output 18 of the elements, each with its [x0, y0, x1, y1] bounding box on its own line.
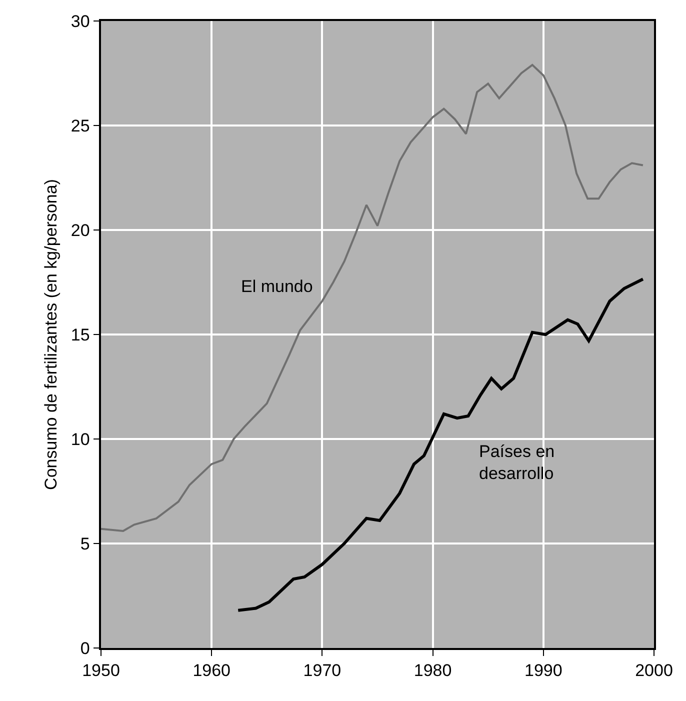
- line-series: [101, 64, 644, 532]
- y-tick-label: 30: [70, 12, 90, 31]
- x-tick-label: 1970: [303, 661, 342, 680]
- y-tick-label: 10: [70, 430, 90, 449]
- annotation: El mundo: [241, 277, 313, 296]
- y-axis-title: Consumo de fertilizantes (en kg/persona): [42, 179, 60, 490]
- y-tick-label: 25: [70, 116, 90, 136]
- line-series: [236, 278, 644, 612]
- x-tick-label: 1960: [192, 661, 231, 680]
- x-tick-label: 2000: [635, 661, 673, 680]
- y-tick-label: 20: [70, 220, 90, 240]
- x-tick-label: 1990: [524, 661, 562, 680]
- annotation: Países en desarrollo: [479, 442, 555, 484]
- x-tick-label: 1950: [82, 661, 120, 680]
- y-tick-label: 15: [70, 325, 90, 344]
- y-tick-label: 0: [80, 638, 90, 658]
- x-tick-label: 1980: [414, 661, 452, 680]
- y-tick-label: 5: [80, 534, 90, 554]
